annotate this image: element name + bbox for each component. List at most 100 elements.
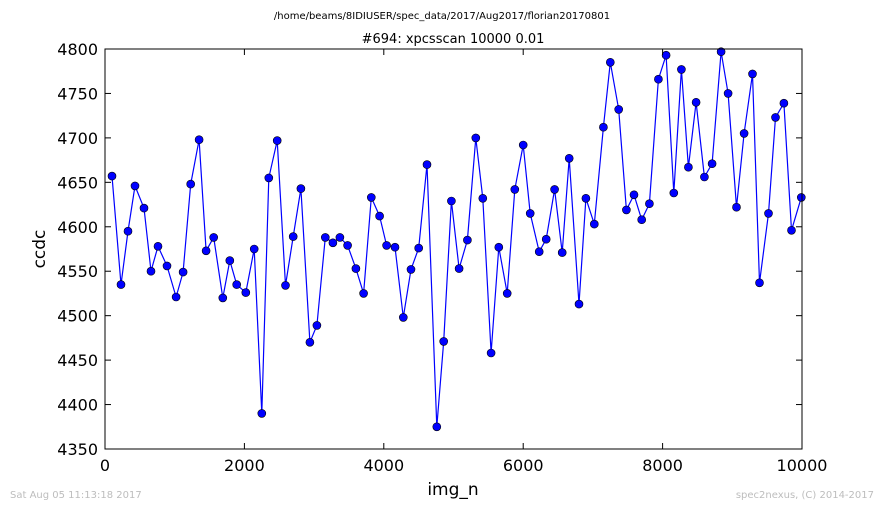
plot-area [107, 47, 806, 432]
file-path-title: /home/beams/8IDIUSER/spec_data/2017/Aug2… [274, 11, 610, 22]
data-point [382, 241, 391, 250]
data-point [723, 89, 733, 98]
data-point [209, 233, 218, 242]
data-point [691, 98, 701, 107]
y-tick-label: 4450 [57, 351, 98, 370]
data-point [241, 288, 251, 297]
data-point [463, 235, 472, 245]
y-axis-label: ccdc [30, 230, 50, 269]
data-point [471, 133, 481, 143]
data-point [779, 98, 789, 108]
data-point [375, 211, 384, 221]
data-point [541, 234, 551, 244]
footer-credit: spec2nexus, (C) 2014-2017 [736, 490, 874, 501]
data-point [305, 337, 315, 347]
data-point [629, 190, 639, 200]
y-axis: 4350 4400 4450 4500 4550 4600 4650 4700 4750 4800 [57, 40, 802, 459]
data-point [264, 173, 274, 183]
data-point [186, 179, 195, 189]
data-point [661, 50, 671, 60]
data-point [589, 219, 599, 229]
x-tick-label: 2000 [224, 456, 265, 475]
data-point [447, 196, 456, 206]
x-tick-label: 0 [100, 456, 110, 475]
data-point [637, 215, 647, 224]
data-point [787, 226, 796, 235]
data-point [116, 280, 126, 289]
data-point [518, 140, 528, 150]
data-point [312, 321, 322, 330]
data-point [107, 171, 117, 181]
y-tick-label: 4600 [57, 218, 98, 237]
footer-timestamp: Sat Aug 05 11:13:18 2017 [10, 490, 142, 501]
data-point [146, 266, 156, 276]
x-tick-label: 4000 [363, 456, 404, 475]
data-point [739, 129, 749, 138]
data-point [249, 244, 259, 254]
data-point [581, 194, 591, 203]
data-point [218, 293, 228, 303]
data-point [335, 233, 345, 242]
data-point [605, 57, 615, 67]
data-point [454, 264, 464, 273]
data-point [557, 248, 567, 257]
data-point [732, 202, 741, 212]
data-point [622, 205, 631, 215]
data-point [328, 238, 338, 248]
data-point [486, 348, 496, 358]
data-point [684, 162, 693, 172]
data-point [564, 154, 574, 163]
data-point [796, 193, 806, 202]
data-point [194, 135, 204, 144]
y-tick-label: 4400 [57, 396, 98, 415]
data-point [716, 47, 726, 57]
x-tick-label: 10000 [777, 456, 828, 475]
y-tick-label: 4750 [57, 84, 98, 103]
data-point [351, 264, 361, 273]
data-point [123, 226, 133, 236]
data-point [366, 193, 376, 202]
y-tick-label: 4650 [57, 173, 98, 192]
data-point [422, 160, 432, 169]
series-line [111, 51, 802, 427]
x-tick-label: 6000 [503, 456, 544, 475]
data-point [178, 267, 188, 277]
data-point [139, 203, 149, 213]
chart-title: #694: xpcsscan 10000 0.01 [362, 32, 545, 47]
data-point [232, 280, 241, 289]
data-point [162, 261, 172, 271]
data-point [272, 136, 282, 145]
data-point [281, 281, 290, 290]
data-point [201, 246, 211, 256]
data-point [398, 313, 408, 322]
data-point [225, 256, 235, 265]
data-point [510, 185, 520, 194]
data-point [296, 184, 306, 193]
data-point [130, 181, 140, 191]
y-tick-label: 4700 [57, 129, 98, 148]
data-point [614, 105, 624, 114]
data-point [771, 113, 780, 122]
plot-frame [104, 48, 803, 450]
y-tick-label: 4550 [57, 262, 98, 281]
x-axis: 0 2000 4000 6000 8000 10000 [100, 49, 828, 475]
data-point [764, 209, 773, 218]
data-point [502, 289, 512, 298]
data-point [439, 337, 449, 346]
data-point [645, 199, 654, 208]
data-point [550, 185, 559, 194]
data-point [677, 65, 686, 74]
x-axis-label: img_n [427, 480, 478, 500]
data-point [390, 242, 400, 252]
data-point [669, 188, 679, 198]
data-point [171, 292, 181, 302]
data-point [288, 232, 298, 241]
data-point [343, 241, 352, 250]
y-tick-label: 4800 [57, 40, 98, 59]
data-point [414, 243, 424, 253]
data-point [525, 209, 535, 218]
y-tick-label: 4350 [57, 440, 98, 459]
data-point [748, 69, 757, 79]
data-point [153, 242, 163, 251]
